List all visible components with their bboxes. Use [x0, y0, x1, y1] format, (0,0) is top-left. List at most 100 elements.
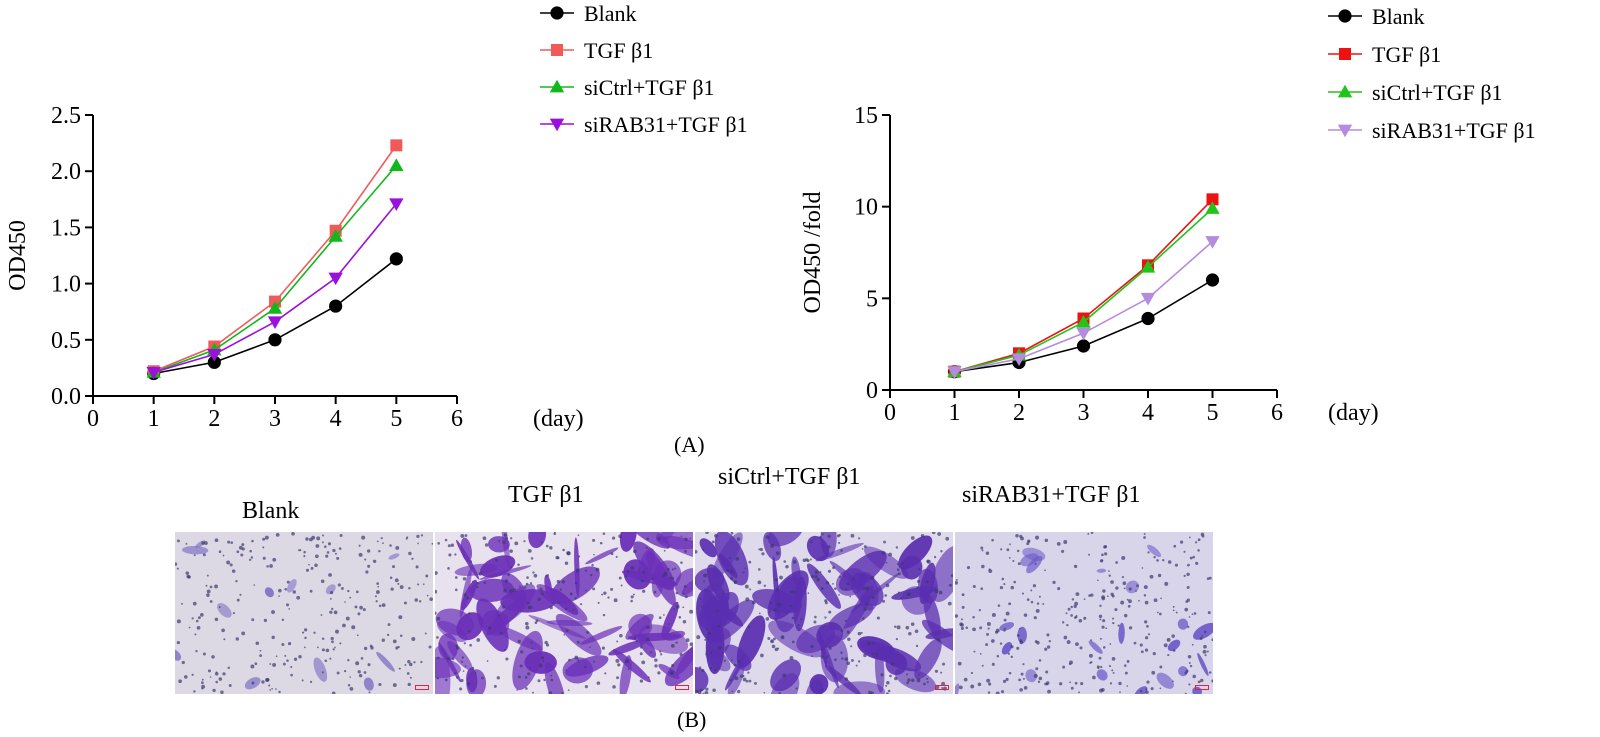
membrane-pore	[507, 573, 510, 577]
membrane-pore	[376, 590, 380, 594]
membrane-pore	[863, 607, 867, 612]
legend-entry-4: siRAB31+TGF β1	[1328, 118, 1536, 143]
membrane-pore	[827, 655, 830, 657]
membrane-pore	[758, 568, 761, 571]
membrane-pore	[596, 681, 601, 685]
membrane-pore	[176, 567, 179, 570]
membrane-pore	[422, 583, 425, 586]
membrane-pore	[894, 625, 897, 628]
membrane-pore	[1052, 580, 1056, 585]
membrane-pore	[347, 589, 350, 593]
membrane-pore	[444, 678, 448, 682]
membrane-pore	[565, 607, 568, 611]
membrane-pore	[900, 561, 904, 565]
membrane-pore	[1167, 560, 1172, 564]
membrane-pore	[704, 638, 707, 641]
membrane-pore	[195, 619, 199, 623]
legend-entry-2: TGF β1	[1328, 42, 1441, 67]
membrane-pore	[264, 535, 269, 540]
membrane-pore	[828, 610, 832, 614]
membrane-pore	[187, 575, 191, 579]
membrane-pore	[227, 666, 230, 670]
membrane-pore	[374, 595, 377, 598]
membrane-pore	[1162, 558, 1165, 562]
membrane-pore	[1083, 598, 1086, 601]
legend-entry-2: TGF β1	[540, 38, 653, 63]
micrograph-blank	[175, 532, 433, 694]
membrane-pore	[435, 611, 437, 615]
membrane-pore	[290, 665, 293, 669]
membrane-pore	[209, 676, 212, 678]
membrane-pore	[800, 618, 803, 621]
membrane-pore	[847, 637, 851, 641]
membrane-pore	[389, 544, 392, 547]
membrane-pore	[366, 549, 371, 553]
membrane-pore	[641, 660, 646, 665]
membrane-pore	[476, 585, 479, 589]
membrane-pore	[365, 570, 369, 574]
membrane-pore	[1146, 625, 1149, 628]
membrane-pore	[840, 549, 843, 552]
membrane-pore	[502, 605, 506, 609]
membrane-pore	[332, 548, 336, 553]
membrane-pore	[254, 662, 258, 666]
membrane-pore	[1189, 664, 1193, 668]
stained-cell-cluster	[447, 640, 473, 671]
membrane-pore	[896, 625, 901, 630]
stained-cell-cluster	[806, 563, 841, 609]
membrane-pore	[575, 568, 580, 573]
membrane-pore	[844, 657, 849, 661]
membrane-pore	[1065, 612, 1068, 615]
membrane-pore	[795, 687, 798, 690]
membrane-pore	[1144, 648, 1149, 652]
membrane-pore	[471, 666, 475, 670]
membrane-pore	[963, 677, 968, 682]
membrane-pore	[597, 601, 600, 604]
membrane-pore	[315, 554, 319, 559]
y-tick-label: 0	[866, 378, 878, 404]
membrane-pore	[1203, 644, 1207, 649]
membrane-pore	[454, 553, 457, 556]
membrane-pore	[381, 603, 386, 608]
membrane-pore	[957, 661, 962, 666]
membrane-pore	[1189, 556, 1193, 560]
membrane-pore	[695, 550, 698, 554]
x-tick-label: 2	[208, 406, 220, 432]
membrane-pore	[503, 649, 506, 651]
membrane-pore	[472, 580, 475, 583]
membrane-pore	[1036, 602, 1040, 605]
membrane-pore	[540, 592, 544, 596]
membrane-pore	[592, 538, 596, 542]
membrane-pore	[1067, 607, 1071, 611]
membrane-pore	[229, 563, 233, 567]
x-axis-label: (day)	[533, 406, 584, 432]
membrane-pore	[885, 561, 888, 564]
membrane-pore	[1069, 681, 1071, 684]
membrane-pore	[748, 560, 752, 564]
scale-bar	[415, 685, 429, 690]
membrane-pore	[460, 678, 464, 683]
membrane-pore	[455, 644, 459, 648]
membrane-pore	[1192, 555, 1196, 559]
legend-marker	[1337, 84, 1353, 98]
membrane-pore	[906, 592, 911, 597]
x-tick-label: 4	[330, 406, 342, 432]
membrane-pore	[349, 686, 354, 691]
membrane-pore	[670, 670, 675, 675]
membrane-pore	[630, 599, 633, 603]
membrane-pore	[915, 644, 919, 648]
membrane-pore	[981, 564, 985, 569]
stained-cell-cluster	[1025, 669, 1037, 683]
membrane-pore	[994, 630, 999, 634]
membrane-pore	[816, 577, 820, 582]
membrane-pore	[288, 608, 291, 610]
membrane-pore	[1146, 680, 1150, 684]
x-tick-label: 6	[451, 406, 463, 432]
membrane-pore	[844, 677, 848, 681]
membrane-pore	[972, 627, 976, 632]
membrane-pore	[595, 567, 600, 572]
membrane-pore	[275, 533, 280, 537]
membrane-pore	[1179, 540, 1184, 544]
membrane-pore	[923, 682, 926, 686]
membrane-pore	[1044, 682, 1048, 686]
